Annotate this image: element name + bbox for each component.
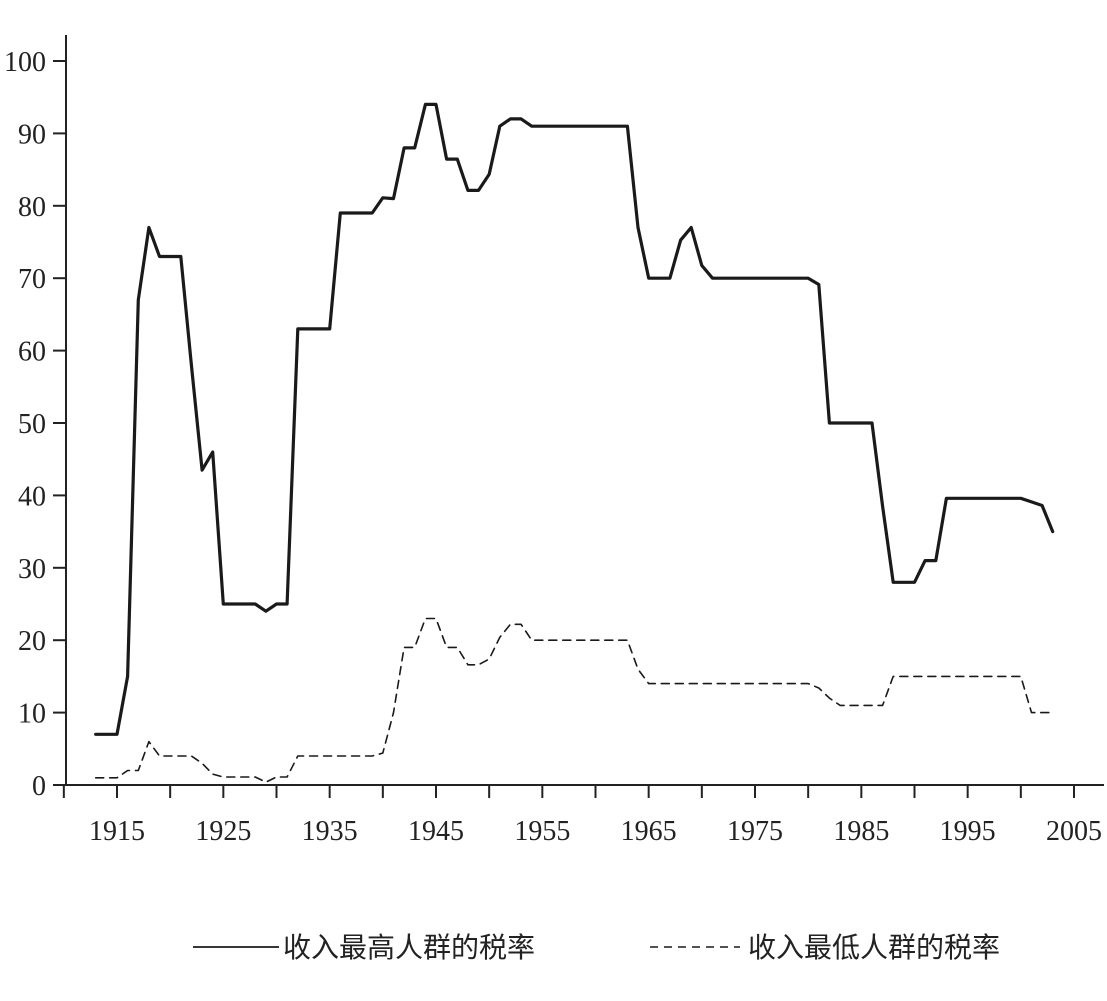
- x-tick-label: 1995: [940, 816, 996, 847]
- series-layer: [94, 102, 1055, 783]
- y-tick-label: 40: [18, 481, 46, 512]
- y-tick-label: 10: [18, 699, 46, 730]
- y-tick-label: 20: [18, 626, 46, 657]
- legend: 收入最高人群的税率 收入最低人群的税率: [193, 931, 1000, 964]
- x-tick-label: 1975: [727, 816, 783, 847]
- y-tick-label: 50: [18, 409, 46, 440]
- series-line-lowest-income: [94, 617, 1054, 783]
- x-tick-label: 1935: [302, 816, 358, 847]
- y-tick-label: 90: [18, 119, 46, 150]
- y-tick-label: 0: [32, 771, 46, 802]
- y-tick-label: 80: [18, 192, 46, 223]
- x-axis-ticks: 1915 1925 1935 1945 1955 1965 1975 1985 1995 2005: [62, 785, 1102, 847]
- y-axis-ticks: 0 10 20 30 40 50 60 70 80 90 100: [4, 47, 66, 802]
- x-tick-label: 1965: [621, 816, 677, 847]
- legend-label: 收入最高人群的税率: [283, 931, 535, 964]
- x-tick-label: 2005: [1046, 816, 1102, 847]
- y-tick-label: 100: [4, 47, 46, 78]
- y-tick-label: 30: [18, 554, 46, 585]
- series-line-highest-income: [94, 102, 1055, 736]
- y-tick-label: 60: [18, 337, 46, 368]
- x-tick-label: 1945: [408, 816, 464, 847]
- x-tick-label: 1985: [833, 816, 889, 847]
- y-tick-label: 70: [18, 264, 46, 295]
- x-tick-label: 1955: [514, 816, 570, 847]
- legend-label: 收入最低人群的税率: [748, 931, 1000, 964]
- x-tick-label: 1915: [89, 816, 145, 847]
- x-tick-label: 1925: [195, 816, 251, 847]
